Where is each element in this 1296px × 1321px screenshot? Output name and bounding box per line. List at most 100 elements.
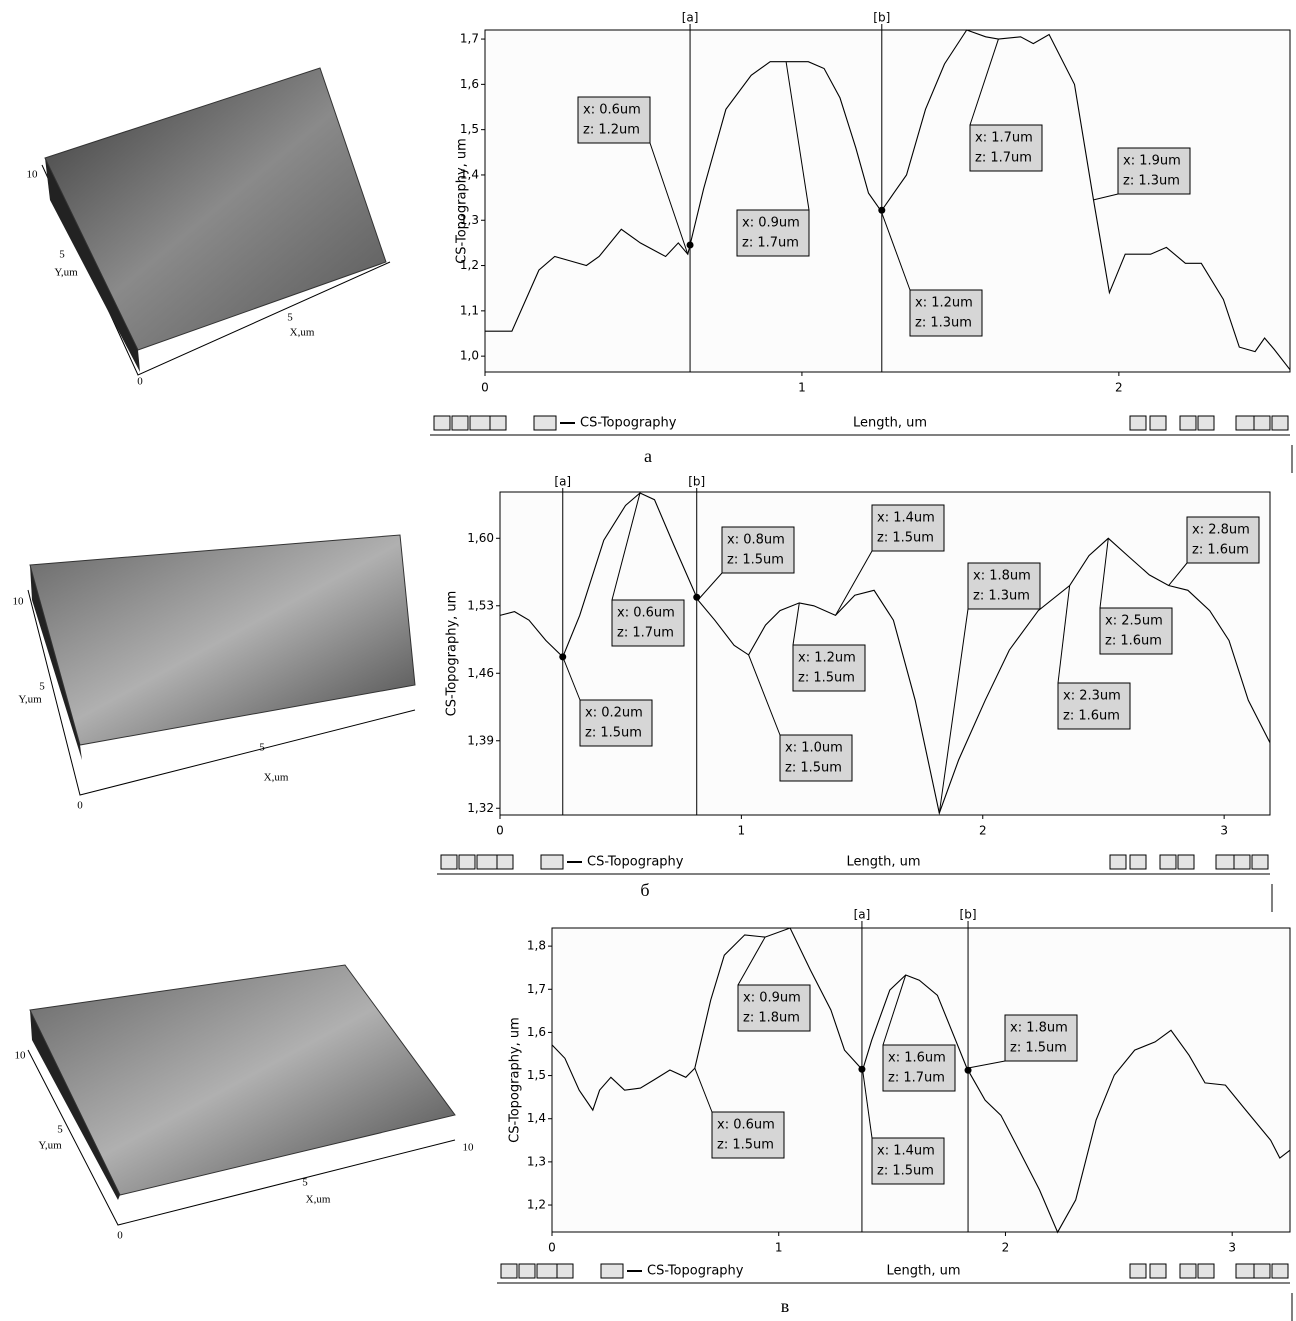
cursor-point xyxy=(693,593,701,601)
toolbar-button xyxy=(1235,415,1255,431)
caption: б xyxy=(640,880,649,900)
x-tick-label: 2 xyxy=(1115,381,1123,395)
annotation-box xyxy=(711,1111,785,1159)
surface-axis-label: 10 xyxy=(13,596,25,608)
surface-axes xyxy=(27,1049,456,1226)
annotation-text: z: 1.5um xyxy=(877,531,934,546)
annotation-text: x: 1.2um xyxy=(915,296,973,311)
annotation-leader xyxy=(785,61,810,211)
surface-axis-label: Y,um xyxy=(18,694,42,706)
cursor-point xyxy=(686,241,694,249)
annotation-text: x: 0.9um xyxy=(742,216,800,231)
plot-area xyxy=(484,29,1291,373)
surface-axis-label: 5 xyxy=(39,681,45,693)
surface-axis-label: 5 xyxy=(259,742,265,754)
toolbar-button xyxy=(1271,1263,1289,1279)
annotation-box xyxy=(1117,147,1191,195)
annotation-text: x: 0.6um xyxy=(583,103,641,118)
annotation-box xyxy=(882,1044,956,1092)
annotation-box xyxy=(1186,516,1260,564)
annotation-text: z: 1.3um xyxy=(915,316,972,331)
y-tick-label: 1,6 xyxy=(460,77,479,91)
x-tick-label: 2 xyxy=(979,824,987,838)
cursor-point xyxy=(858,1065,866,1073)
annotation-box xyxy=(871,504,945,552)
annotation-leader xyxy=(697,572,723,601)
annotation-text: x: 1.4um xyxy=(877,1144,935,1159)
y-tick-label: 1,2 xyxy=(527,1198,546,1212)
y-axis-label: CS-Topography, um xyxy=(508,1017,523,1143)
y-tick-label: 1,32 xyxy=(467,801,494,815)
annotation-text: z: 1.5um xyxy=(798,671,855,686)
annotation-box xyxy=(579,699,653,747)
annotation-leader xyxy=(938,608,969,814)
y-tick-label: 1,53 xyxy=(467,598,494,612)
toolbar-button xyxy=(1197,415,1215,431)
annotation-text: z: 1.5um xyxy=(785,761,842,776)
x-axis-label: Length, um xyxy=(846,855,920,870)
surface-axis-label: 5 xyxy=(287,312,293,324)
annotation-leader xyxy=(1168,562,1188,586)
annotation-text: z: 1.5um xyxy=(877,1164,934,1179)
annotation-box xyxy=(611,599,685,647)
legend-entry: CS-Topography xyxy=(647,1264,744,1279)
cursor-label: [b] xyxy=(873,11,890,25)
toolbar-button xyxy=(1159,854,1177,870)
annotation-leader xyxy=(969,38,999,126)
surface-axis-label: X,um xyxy=(290,327,315,339)
caption: в xyxy=(781,1296,790,1316)
y-tick-label: 1,8 xyxy=(527,939,546,953)
annotation-text: x: 0.2um xyxy=(585,706,643,721)
annotation-text: x: 2.3um xyxy=(1063,689,1121,704)
y-axis-label: CS-Topography, um xyxy=(445,591,460,717)
toolbar-button xyxy=(469,415,491,431)
annotation-text: x: 0.8um xyxy=(727,533,785,548)
annotation-leader xyxy=(611,492,641,601)
annotation-text: z: 1.7um xyxy=(975,151,1032,166)
surface-axis-label: 0 xyxy=(77,800,83,812)
annotation-leader xyxy=(880,211,911,291)
annotation-text: x: 2.5um xyxy=(1105,614,1163,629)
annotation-box xyxy=(779,734,853,782)
surface-axes xyxy=(27,589,416,796)
toolbar-button xyxy=(1149,415,1167,431)
surface-image xyxy=(29,534,416,746)
toolbar-button xyxy=(489,415,507,431)
surface-axis-label: Y,um xyxy=(38,1140,62,1152)
annotation-leader xyxy=(1099,538,1109,609)
y-tick-label: 1,60 xyxy=(467,531,494,545)
toolbar-button xyxy=(500,1263,518,1279)
y-tick-label: 1,4 xyxy=(460,167,479,181)
annotation-text: x: 1.9um xyxy=(1123,154,1181,169)
toolbar-button xyxy=(1235,1263,1255,1279)
toolbar-button xyxy=(1129,1263,1147,1279)
x-tick-label: 0 xyxy=(496,824,504,838)
annotation-text: z: 1.2um xyxy=(583,123,640,138)
toolbar-button xyxy=(1233,854,1251,870)
annotation-box xyxy=(969,124,1043,172)
y-tick-label: 1,0 xyxy=(460,349,479,363)
cursor-point xyxy=(964,1066,972,1074)
annotation-box xyxy=(577,96,651,144)
annotation-leader xyxy=(562,656,581,701)
toolbar-button xyxy=(533,415,557,431)
profile-line xyxy=(485,29,1291,371)
cursor-label: [b] xyxy=(960,908,977,922)
annotation-text: x: 1.2um xyxy=(798,651,856,666)
annotation-text: x: 1.0um xyxy=(785,741,843,756)
cursor-label: [b] xyxy=(688,475,705,489)
cursor-point xyxy=(878,206,886,214)
legend-entry: CS-Topography xyxy=(587,855,684,870)
annotation-text: z: 1.5um xyxy=(717,1138,774,1153)
surface-image xyxy=(44,67,387,351)
x-tick-label: 1 xyxy=(738,824,746,838)
annotation-text: x: 1.7um xyxy=(975,131,1033,146)
annotation-leader xyxy=(835,550,873,616)
x-tick-label: 3 xyxy=(1220,824,1228,838)
surface-axis-label: 10 xyxy=(27,169,39,181)
toolbar-button xyxy=(1253,1263,1271,1279)
surface-image xyxy=(29,964,456,1196)
surface-side xyxy=(30,1010,120,1200)
toolbar-button xyxy=(476,854,498,870)
